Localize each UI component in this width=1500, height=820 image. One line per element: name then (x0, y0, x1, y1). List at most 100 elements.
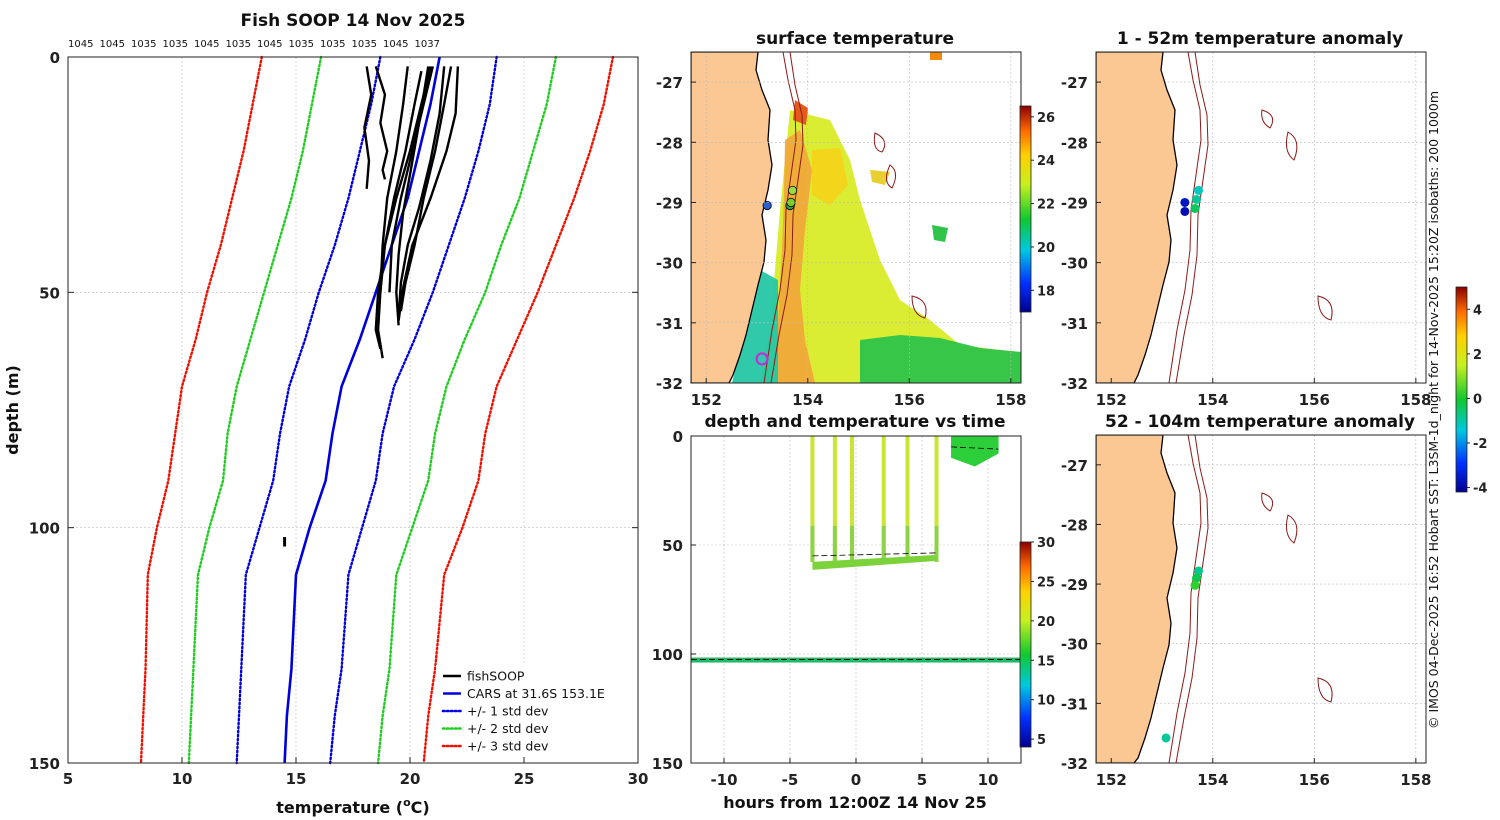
time-x-tick-label: 10 (978, 771, 999, 789)
time-colorbar-label: 30 (1037, 536, 1055, 551)
profile-top-label: 1045 (194, 39, 219, 50)
time-colorbar-label: 10 (1037, 694, 1055, 709)
anom2-x-tick-label: 154 (1197, 771, 1228, 789)
profile-y-tick-label: 100 (29, 520, 60, 538)
anomaly-colorbar (1455, 286, 1468, 493)
fish-soop-profile (397, 66, 446, 316)
sst-title: surface temperature (756, 29, 954, 49)
fish-soop-profile (379, 66, 409, 293)
time-profile-bar-lower (850, 525, 855, 562)
sst-colorbar-label: 20 (1037, 241, 1055, 256)
anom1-station-marker (1180, 206, 1190, 216)
sst-colorbar (1019, 105, 1032, 313)
anom2-y-tick-label: -30 (1061, 636, 1088, 654)
time-profile-bar (934, 436, 939, 562)
anom1-y-tick-label: -31 (1061, 315, 1088, 333)
profile-x-tick-label: 10 (172, 770, 193, 788)
sst-y-tick-label: -32 (656, 375, 683, 393)
std-dev-line (235, 55, 382, 765)
sst-x-tick-label: 152 (691, 391, 722, 409)
profile-top-label: 1045 (100, 39, 125, 50)
time-mid-bottom-line (812, 552, 937, 557)
legend-label: fishSOOP (467, 669, 525, 684)
profile-top-label: 1045 (383, 39, 408, 50)
time-profile-bar-lower (934, 525, 939, 562)
sst-station-marker (787, 185, 798, 196)
anom1-y-tick-label: -27 (1061, 74, 1088, 92)
sst-x-tick-label: 154 (792, 391, 823, 409)
sst-y-tick-label: -31 (656, 315, 683, 333)
legend-label: +/- 1 std dev (467, 704, 549, 719)
time-y-tick-label: 50 (662, 537, 683, 555)
anom1-station-marker (1180, 197, 1190, 207)
cars-mean-line (283, 56, 441, 764)
anom2-land (1096, 435, 1178, 763)
anom2-station-marker (1194, 566, 1204, 576)
time-x-tick-label: 5 (917, 771, 927, 789)
anom2-station-marker (1190, 580, 1200, 590)
fish-soop-profile (388, 66, 434, 293)
time-profile-bar-lower (810, 525, 815, 562)
fish-soop-profile (374, 66, 389, 180)
sst-cool-field (860, 335, 1021, 383)
anom2-axes-frame (1095, 434, 1427, 764)
profile-legend: fishSOOP CARS at 31.6S 153.1E +/- 1 std de… (436, 665, 630, 757)
profile-x-tick-label: 20 (400, 770, 421, 788)
time-profile-bar (850, 436, 855, 562)
anom1-x-tick-label: 154 (1197, 391, 1228, 409)
profile-top-label: 1035 (289, 39, 314, 50)
sst-land (691, 52, 773, 383)
anom1-station-marker (1194, 185, 1204, 195)
time-x-tick-label: -5 (782, 771, 799, 789)
anom1-x-tick-label: 156 (1299, 391, 1330, 409)
profile-y-tick-label: 150 (29, 755, 60, 773)
profile-top-label: 1035 (131, 39, 156, 50)
time-colorbar-label: 20 (1037, 615, 1055, 630)
sst-panel: surface temperature (656, 29, 1055, 409)
time-late-bottom-line (951, 446, 999, 450)
time-panel: depth and temperature vs time -10 -5 0 5 100… (652, 412, 1055, 812)
time-profile-bar (881, 436, 886, 562)
anom1-station-marker (1190, 203, 1200, 213)
fish-soop-profile (363, 66, 373, 189)
anom2-y-tick-label: -31 (1061, 695, 1088, 713)
time-deep-series (691, 657, 1021, 663)
std-dev-line (187, 55, 323, 765)
anom1-y-tick-label: -28 (1061, 134, 1088, 152)
profile-y-tick-label: 0 (50, 49, 60, 67)
sst-colorbar-label: 22 (1037, 198, 1055, 213)
time-profile-bar (810, 436, 815, 562)
time-y-tick-label: 0 (673, 428, 683, 446)
sst-current-core (775, 130, 815, 383)
anom2-x-tick-label: 156 (1299, 771, 1330, 789)
anom1-x-tick-label: 152 (1096, 391, 1127, 409)
anom1-x-tick-label: 158 (1400, 391, 1431, 409)
anom1-y-tick-label: -30 (1061, 255, 1088, 273)
anom1-panel: 1 - 52m temperature anomaly 152 154 156 158… (1061, 29, 1432, 409)
sst-station-marker (762, 200, 772, 211)
profile-panel: Fish SOOP 14 Nov 2025 1045 1045 1035 1035 10… (3, 11, 648, 817)
anom1-axes-frame (1095, 51, 1427, 384)
side-caption: © IMOS 04-Dec-2025 16:52 Hobart SST: L3S… (1426, 91, 1441, 729)
time-colorbar-label: 25 (1037, 575, 1055, 590)
time-y-tick-label: 100 (652, 646, 683, 664)
profile-x-label: temperature (oC) (276, 796, 429, 817)
time-profile-bar (832, 436, 837, 562)
fish-soop-profile (374, 70, 423, 350)
anom2-x-tick-label: 152 (1096, 771, 1127, 789)
profile-x-tick-label: 15 (286, 770, 307, 788)
time-y-tick-label: 150 (652, 755, 683, 773)
time-mid-band (812, 554, 937, 570)
anom1-land (1096, 52, 1178, 383)
legend-label: +/- 3 std dev (467, 739, 549, 754)
std-dev-line (329, 55, 498, 765)
legend-label: +/- 2 std dev (467, 721, 549, 736)
time-profile-bar-lower (905, 525, 910, 562)
anomaly-colorbar-label: -2 (1473, 437, 1487, 452)
anom2-station-marker (1161, 733, 1171, 743)
sst-y-tick-label: -29 (656, 194, 683, 212)
anomaly-colorbar-label: 0 (1473, 392, 1482, 407)
time-x-tick-label: -10 (710, 771, 737, 789)
sst-colorbar-label: 18 (1037, 284, 1055, 299)
sst-colorbar-label: 24 (1037, 154, 1055, 169)
